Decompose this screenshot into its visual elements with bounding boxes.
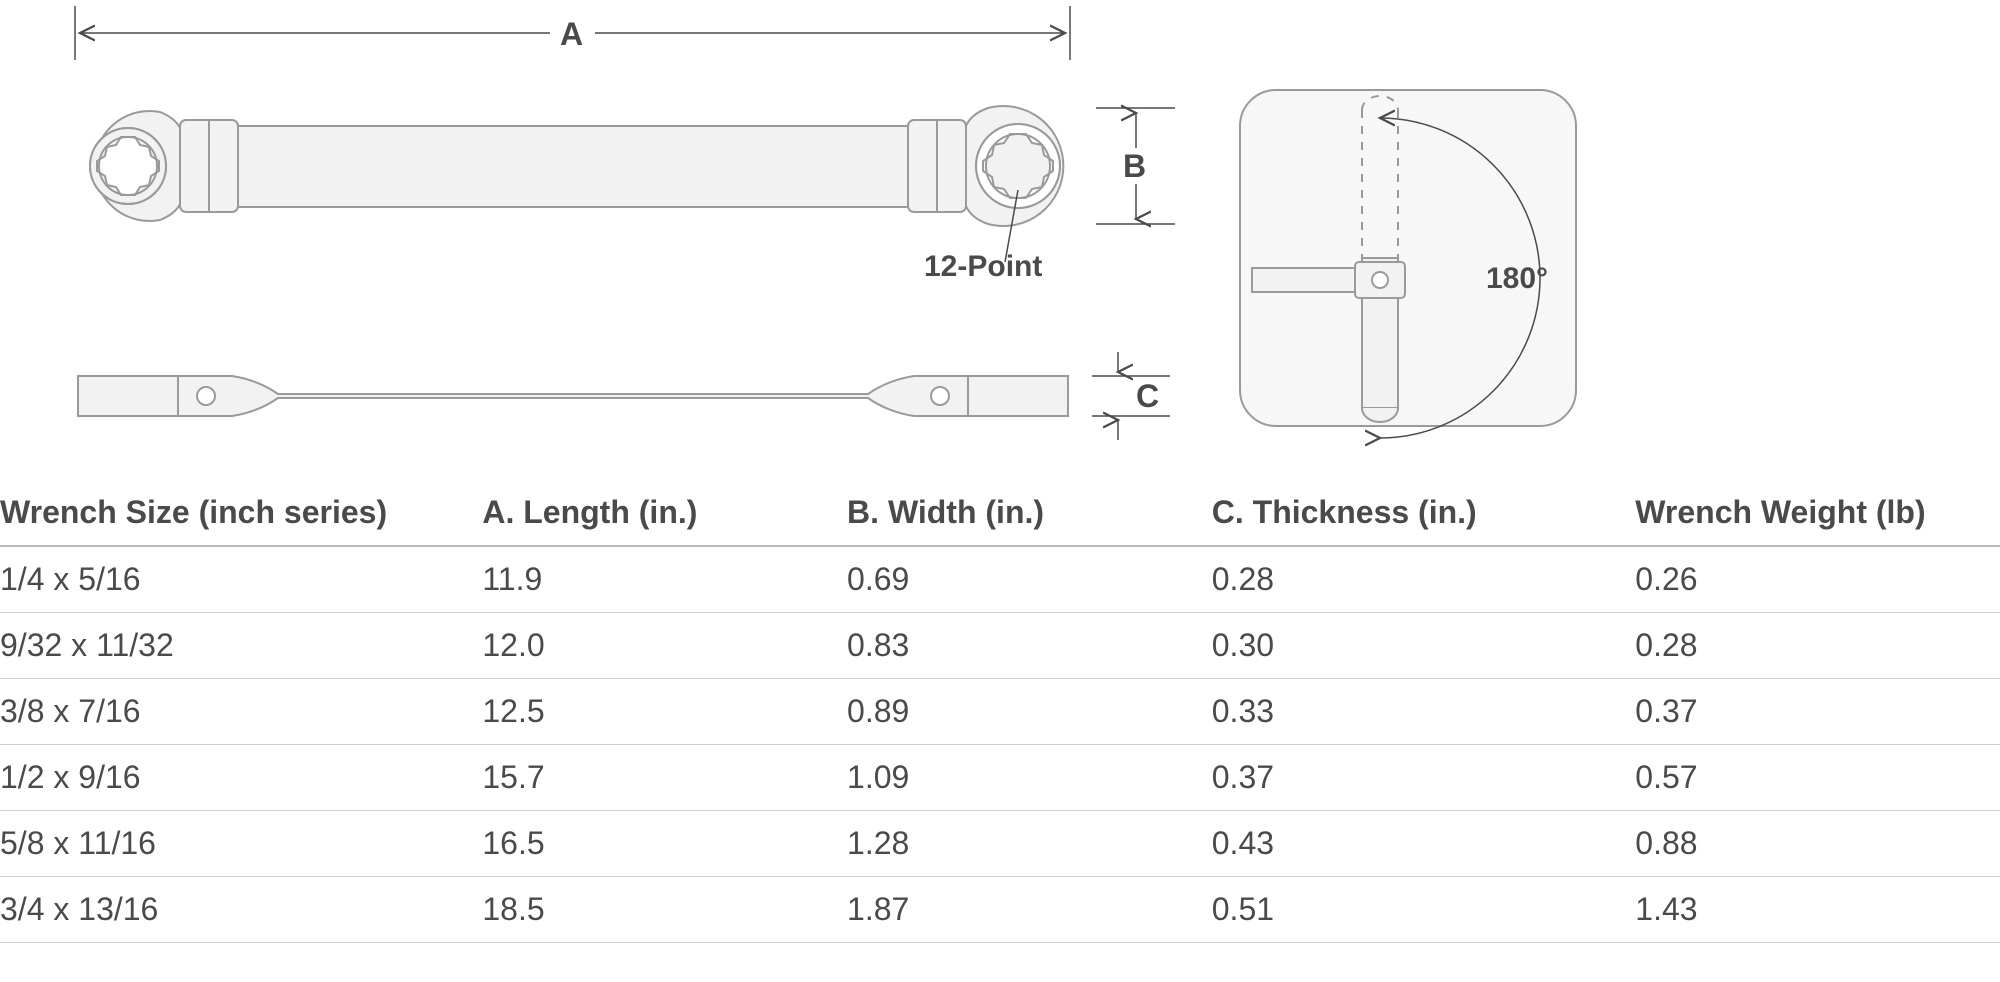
table-row: 3/8 x 7/1612.50.890.330.37 <box>0 679 2000 745</box>
table-cell: 1/4 x 5/16 <box>0 546 482 613</box>
table-cell: 1.09 <box>847 745 1212 811</box>
table-row: 5/8 x 11/1616.51.280.430.88 <box>0 811 2000 877</box>
table-cell: 0.26 <box>1635 546 2000 613</box>
table-cell: 9/32 x 11/32 <box>0 613 482 679</box>
table-cell: 0.30 <box>1212 613 1636 679</box>
table-row: 9/32 x 11/3212.00.830.300.28 <box>0 613 2000 679</box>
table-cell: 0.89 <box>847 679 1212 745</box>
spec-table: Wrench Size (inch series) A. Length (in.… <box>0 480 2000 943</box>
col-thickness: C. Thickness (in.) <box>1212 480 1636 546</box>
table-row: 1/2 x 9/1615.71.090.370.57 <box>0 745 2000 811</box>
wrench-diagram-svg <box>0 0 2000 480</box>
col-width: B. Width (in.) <box>847 480 1212 546</box>
table-header-row: Wrench Size (inch series) A. Length (in.… <box>0 480 2000 546</box>
table-cell: 1.28 <box>847 811 1212 877</box>
dim-b-label: B <box>1123 148 1146 185</box>
table-cell: 5/8 x 11/16 <box>0 811 482 877</box>
col-weight: Wrench Weight (lb) <box>1635 480 2000 546</box>
twelve-point-label: 12-Point <box>924 250 1042 284</box>
table-cell: 1.43 <box>1635 877 2000 943</box>
dim-c-label: C <box>1136 378 1159 415</box>
table-cell: 0.37 <box>1212 745 1636 811</box>
table-cell: 0.28 <box>1635 613 2000 679</box>
wrench-side-view <box>78 376 1068 416</box>
dim-a-label: A <box>560 16 583 53</box>
table-cell: 11.9 <box>482 546 847 613</box>
table-cell: 0.37 <box>1635 679 2000 745</box>
col-length: A. Length (in.) <box>482 480 847 546</box>
table-cell: 0.57 <box>1635 745 2000 811</box>
table-cell: 12.0 <box>482 613 847 679</box>
table-cell: 15.7 <box>482 745 847 811</box>
table-cell: 0.33 <box>1212 679 1636 745</box>
table-cell: 0.83 <box>847 613 1212 679</box>
table-cell: 1.87 <box>847 877 1212 943</box>
table-cell: 0.88 <box>1635 811 2000 877</box>
table-cell: 1/2 x 9/16 <box>0 745 482 811</box>
table-cell: 0.51 <box>1212 877 1636 943</box>
table-cell: 18.5 <box>482 877 847 943</box>
table-row: 3/4 x 13/1618.51.870.511.43 <box>0 877 2000 943</box>
table-cell: 12.5 <box>482 679 847 745</box>
col-size: Wrench Size (inch series) <box>0 480 482 546</box>
table-row: 1/4 x 5/1611.90.690.280.26 <box>0 546 2000 613</box>
table-cell: 0.43 <box>1212 811 1636 877</box>
flex-angle-label: 180° <box>1486 262 1548 296</box>
diagram-area: A B C 12-Point 180° <box>0 0 2000 480</box>
table-cell: 3/4 x 13/16 <box>0 877 482 943</box>
table-cell: 16.5 <box>482 811 847 877</box>
table-cell: 0.69 <box>847 546 1212 613</box>
table-cell: 3/8 x 7/16 <box>0 679 482 745</box>
table-cell: 0.28 <box>1212 546 1636 613</box>
page-root: A B C 12-Point 180° Wrench Size (inch se… <box>0 0 2000 943</box>
wrench-top-view <box>90 106 1063 226</box>
